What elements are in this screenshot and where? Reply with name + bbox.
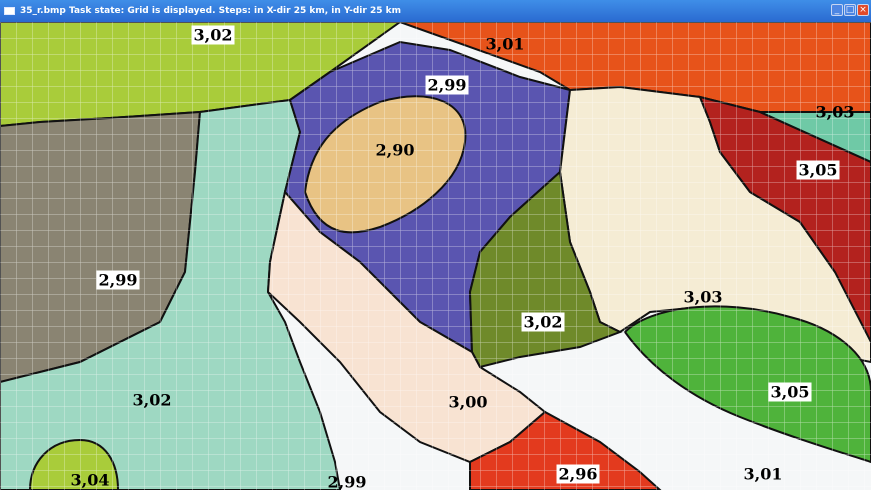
label-green: 3,05 [768,382,812,402]
label-olive: 3,02 [521,312,565,332]
close-icon[interactable]: × [857,4,869,16]
label-mint-left: 3,02 [132,390,172,410]
label-violet: 2,99 [425,75,469,95]
maximize-icon[interactable]: □ [844,4,856,16]
minimize-icon[interactable]: _ [831,4,843,16]
label-taupe: 2,99 [96,270,140,290]
label-tan: 2,90 [375,140,415,160]
window-title: 35_r.bmp Task state: Grid is displayed. … [20,6,401,16]
grid-overlay [0,22,871,490]
label-right-corner: 3,03 [815,102,855,122]
label-white-right: 3,01 [743,464,783,484]
label-white-bottom: 2,99 [327,472,367,492]
window-icon[interactable] [4,7,15,15]
label-peach: 3,00 [448,392,488,412]
title-bar[interactable]: 35_r.bmp Task state: Grid is displayed. … [0,0,871,22]
label-bottom-left-green: 3,04 [70,470,110,490]
label-cream-right: 3,03 [683,287,723,307]
label-top-left: 3,02 [191,25,235,45]
label-red-bottom: 2,96 [556,464,600,484]
map-canvas[interactable]: 3,02 3,01 2,99 2,90 3,03 3,05 2,99 3,02 … [0,21,871,492]
label-dark-red: 3,05 [796,160,840,180]
map-svg [0,21,871,491]
label-top-right: 3,01 [485,34,525,54]
